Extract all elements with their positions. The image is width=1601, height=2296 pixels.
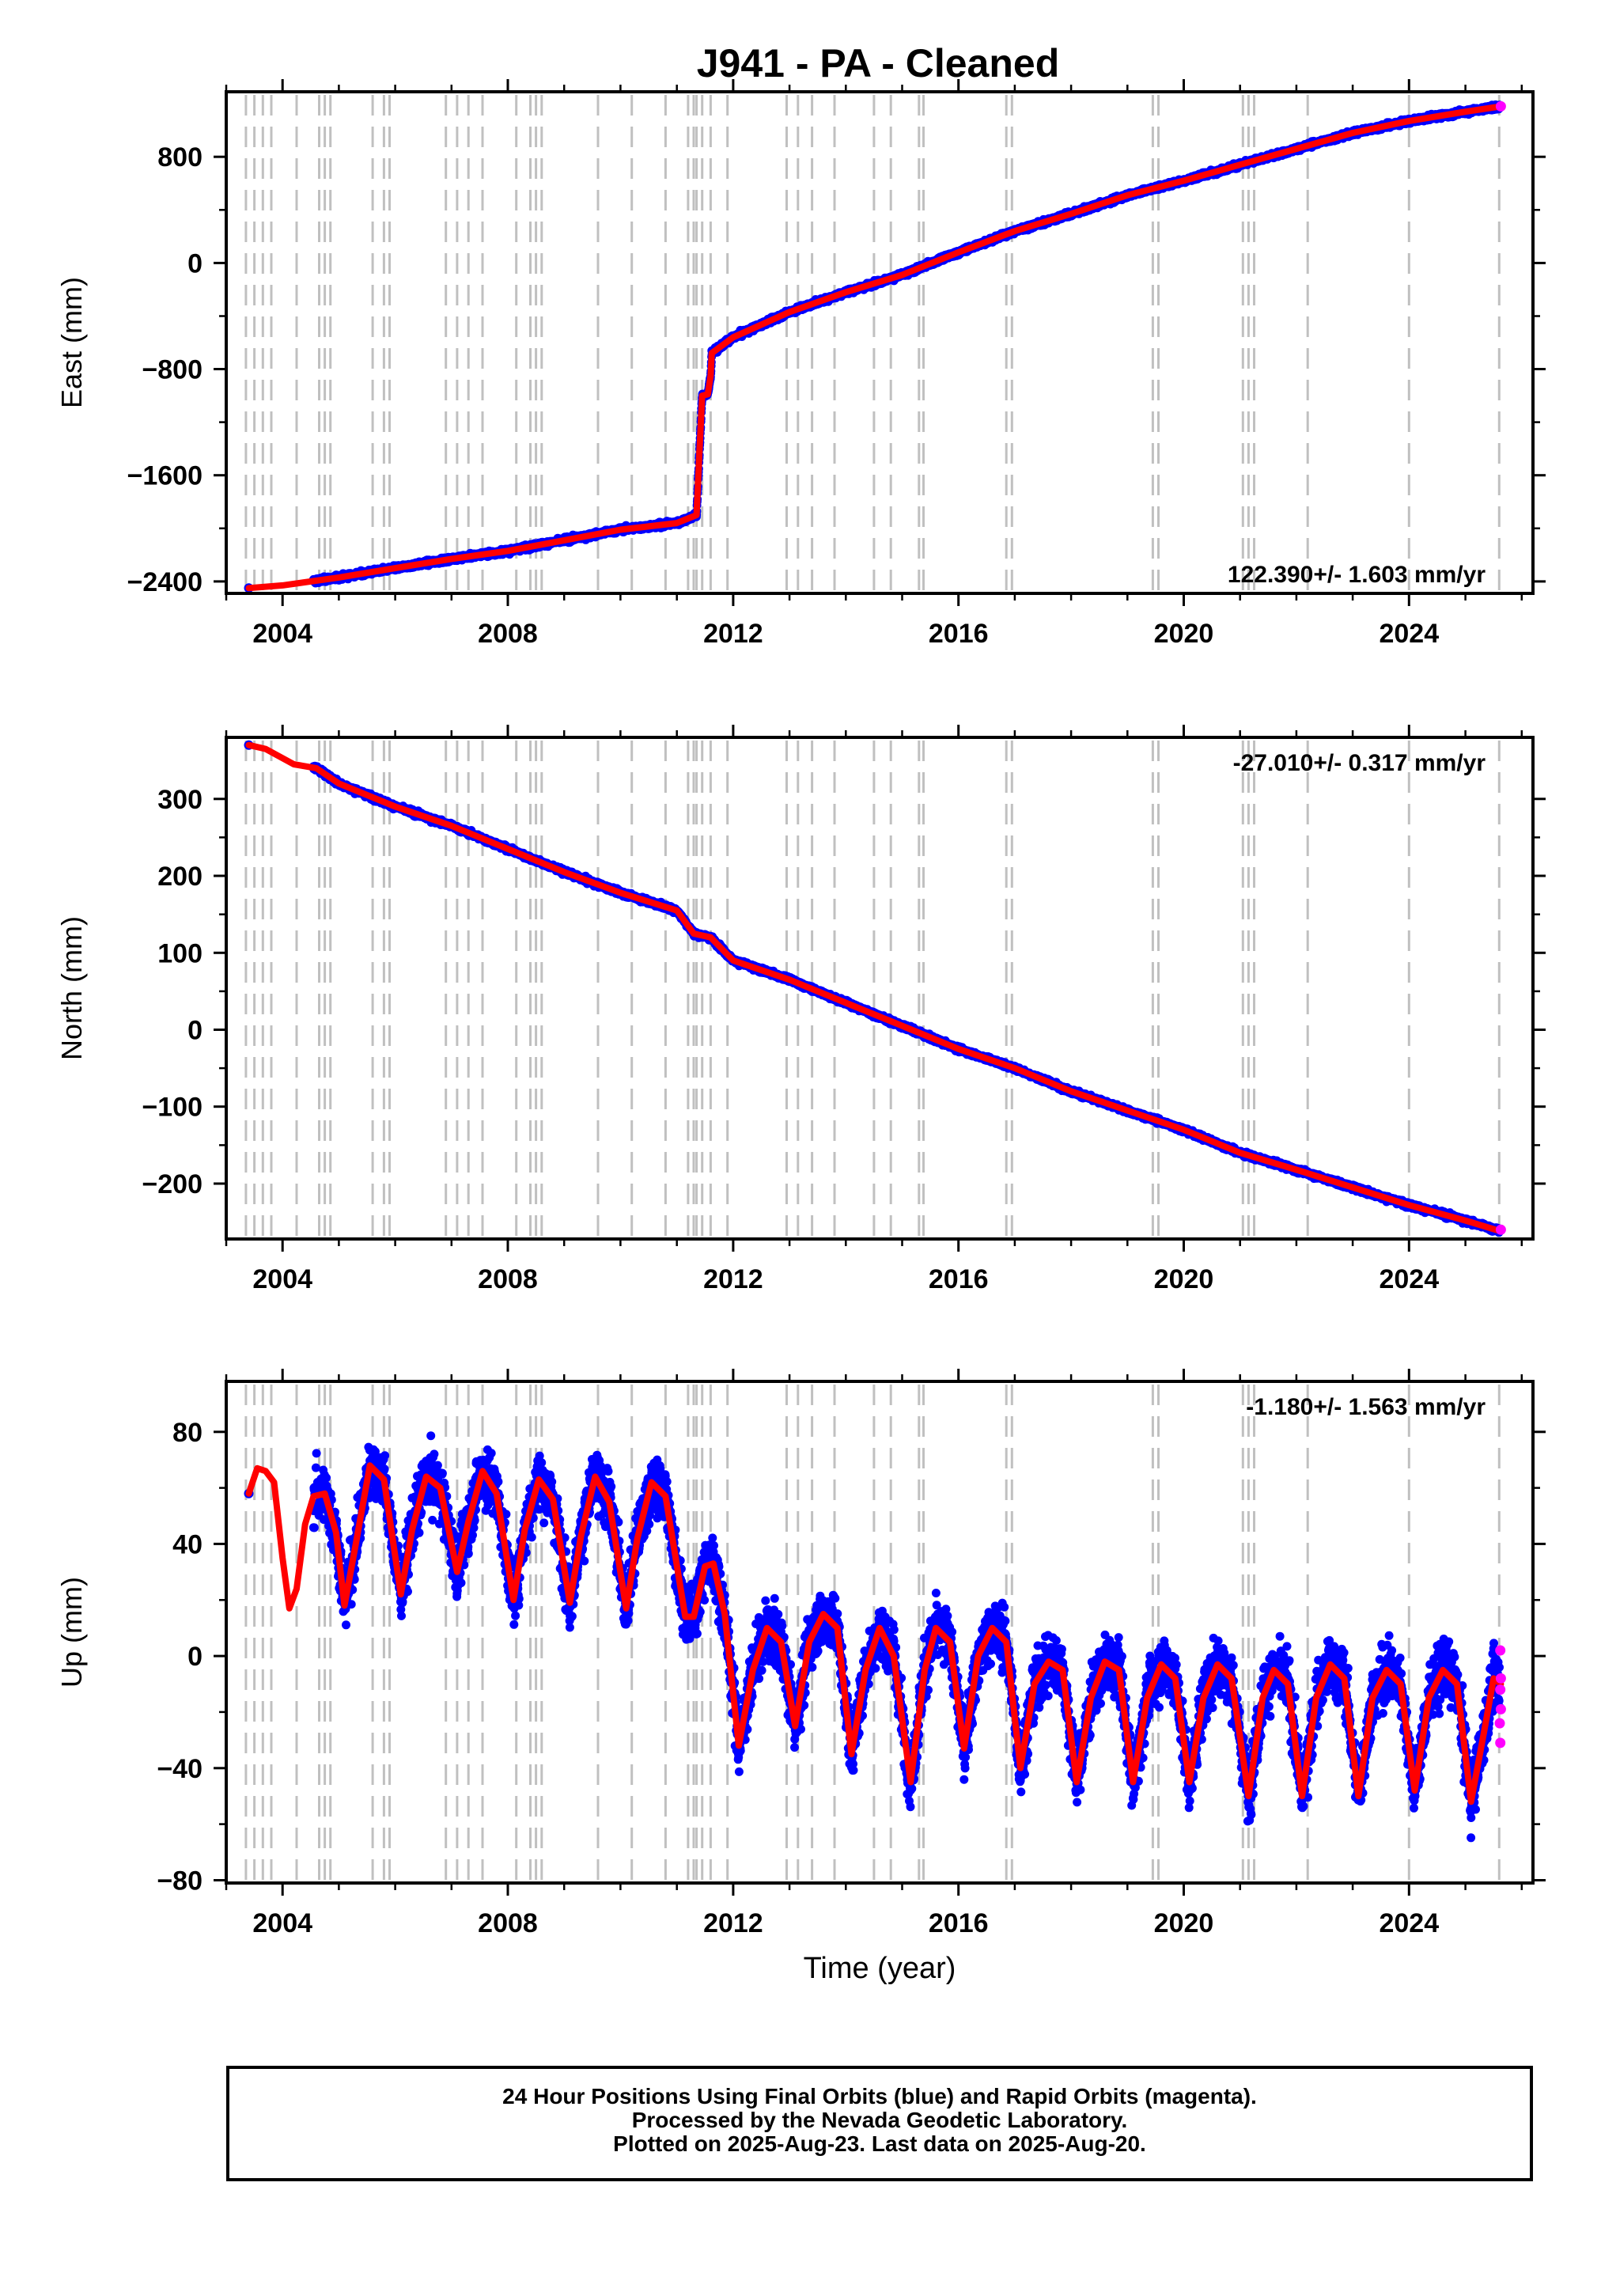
figure-canvas: J941 - PA - Cleaned −2400−1600−800080020… <box>0 0 1601 2296</box>
chart-title: J941 - PA - Cleaned <box>697 41 1060 85</box>
